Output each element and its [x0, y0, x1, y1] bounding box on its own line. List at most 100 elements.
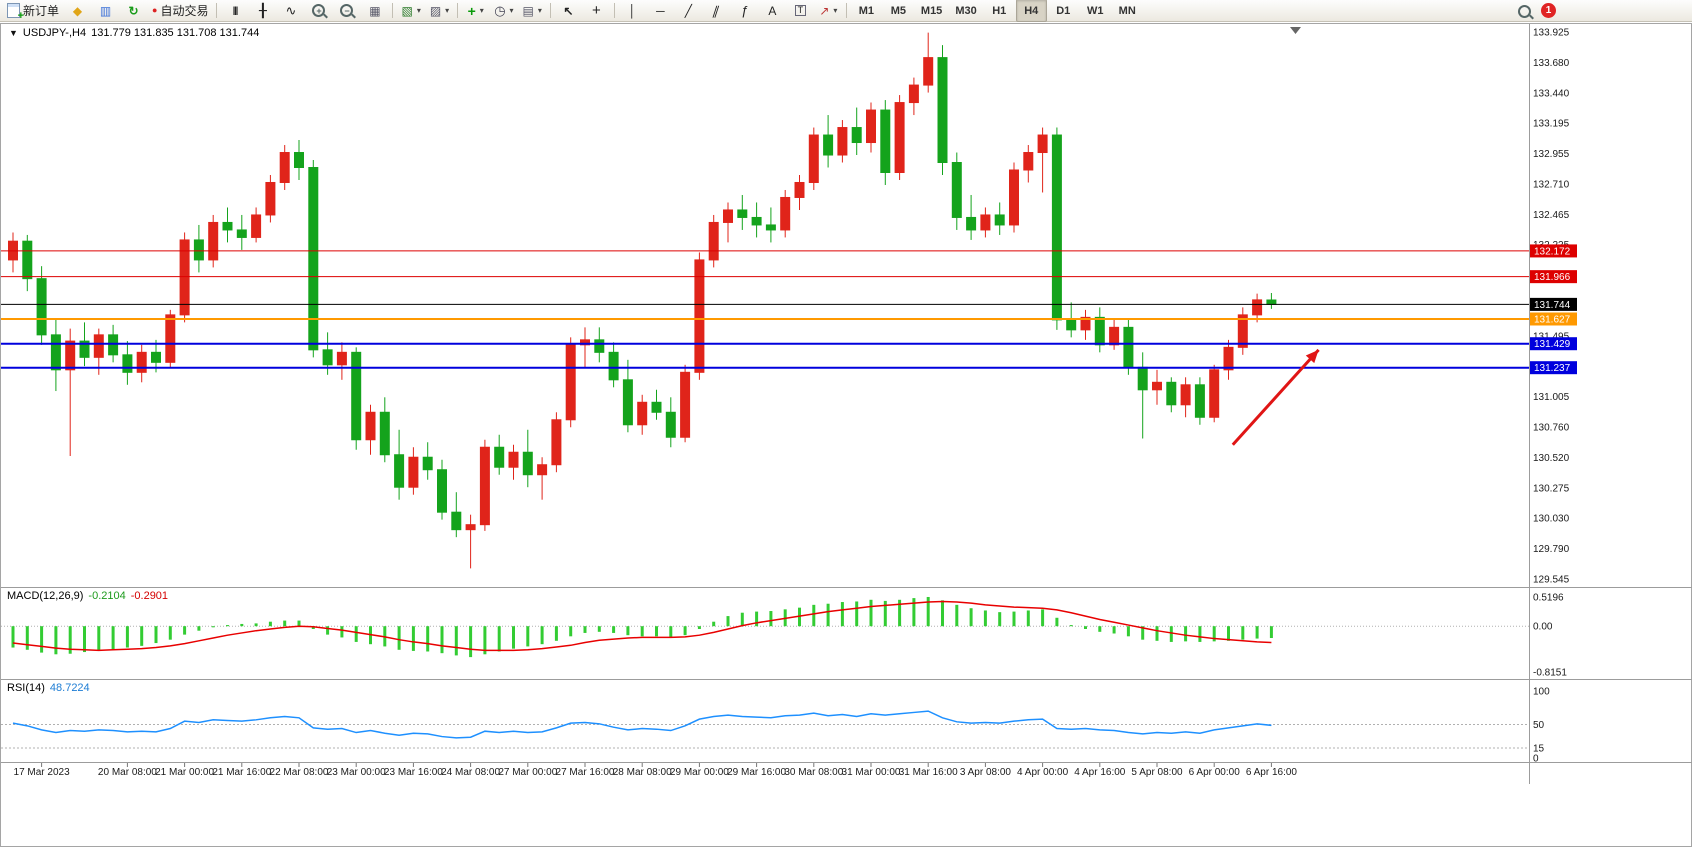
profiles-button[interactable]: ▨ ▾: [426, 0, 453, 21]
trendline-icon: ╱: [684, 3, 693, 18]
metaeditor-button[interactable]: ◆: [64, 0, 91, 21]
svg-text:131.429: 131.429: [1534, 339, 1571, 350]
svg-text:21 Mar 16:00: 21 Mar 16:00: [212, 767, 271, 778]
chart-canvas[interactable]: 133.925 133.680 133.440 133.195 132.955 132.7…: [1, 24, 1692, 848]
main-toolbar: 新订单 ◆ ▥ ↻ ● 自动交易 ||| ╂ ∿ + − ▦ ▧▾ ▨▾ +▾ …: [0, 0, 1692, 22]
fibonacci-icon: ƒ: [740, 3, 749, 18]
chevron-down-icon: ▾: [479, 6, 484, 15]
svg-text:15: 15: [1533, 743, 1545, 754]
svg-text:29 Mar 16:00: 29 Mar 16:00: [727, 767, 786, 778]
fibonacci-button[interactable]: ƒ: [731, 0, 758, 21]
chart-frame: [1, 24, 1692, 784]
horizontal-lines[interactable]: [1, 250, 1529, 369]
macd-main-value: -0.2104: [88, 590, 126, 602]
toolbar-separator: [392, 3, 394, 18]
new-order-icon: [7, 3, 24, 22]
toolbar-separator: [549, 3, 551, 18]
data-window-icon: ▥: [99, 3, 112, 18]
svg-text:129.545: 129.545: [1533, 575, 1570, 586]
autotrading-button[interactable]: ● 自动交易: [148, 0, 212, 21]
new-order-label: 新订单: [23, 4, 60, 18]
trend-arrow[interactable]: [1231, 348, 1320, 446]
timeframe-m30-button[interactable]: M30: [955, 4, 977, 17]
timeframe-mn-button[interactable]: MN: [1118, 4, 1136, 17]
candlestick-icon: ╂: [259, 3, 267, 18]
text-button[interactable]: A: [759, 0, 786, 21]
svg-text:3 Apr 08:00: 3 Apr 08:00: [960, 767, 1012, 778]
svg-text:130.275: 130.275: [1533, 483, 1570, 494]
timeframe-m15-button[interactable]: M15: [920, 4, 943, 17]
bar-chart-button[interactable]: |||: [221, 0, 248, 21]
svg-text:-0.8151: -0.8151: [1533, 668, 1567, 679]
svg-text:31 Mar 00:00: 31 Mar 00:00: [842, 767, 901, 778]
svg-text:30 Mar 08:00: 30 Mar 08:00: [784, 767, 843, 778]
new-order-button[interactable]: 新订单: [3, 0, 63, 22]
templates-button[interactable]: ▤ ▾: [519, 0, 546, 21]
timeframe-d1-button[interactable]: D1: [1056, 4, 1071, 17]
svg-text:131.237: 131.237: [1534, 363, 1571, 374]
timeframe-m1-button[interactable]: M1: [858, 4, 875, 17]
svg-text:29 Mar 00:00: 29 Mar 00:00: [670, 767, 729, 778]
line-chart-button[interactable]: ∿: [277, 0, 304, 21]
timeframe-m5-button[interactable]: M5: [890, 4, 907, 17]
profiles-icon: ▨: [429, 3, 442, 18]
notification-badge[interactable]: 1: [1541, 3, 1556, 18]
horizontal-line-icon: ─: [656, 3, 665, 18]
macd-name: MACD(12,26,9): [7, 590, 84, 602]
toolbar-separator: [845, 3, 847, 18]
chevron-down-icon: ▾: [509, 6, 514, 15]
svg-text:130.030: 130.030: [1533, 514, 1570, 525]
timeframe-h4-button[interactable]: H4: [1015, 0, 1047, 22]
svg-text:20 Mar 08:00: 20 Mar 08:00: [98, 767, 157, 778]
candlestick-chart-button[interactable]: ╂: [249, 0, 276, 21]
metaeditor-icon: ◆: [72, 3, 83, 18]
periods-button[interactable]: ◷ ▾: [490, 0, 517, 21]
rsi-name: RSI(14): [7, 682, 45, 694]
chart-shift-marker: [1290, 27, 1301, 34]
chart-title: ▼ USDJPY-,H4 131.779 131.835 131.708 131…: [9, 27, 259, 39]
zoom-out-button[interactable]: −: [333, 0, 360, 21]
toolbar-separator: [457, 3, 459, 18]
svg-text:133.925: 133.925: [1533, 28, 1570, 39]
zoom-in-button[interactable]: +: [305, 0, 332, 21]
svg-text:27 Mar 00:00: 27 Mar 00:00: [498, 767, 557, 778]
horizontal-line-button[interactable]: ─: [647, 0, 674, 21]
svg-text:131.627: 131.627: [1534, 314, 1571, 325]
vertical-line-icon: │: [628, 3, 637, 18]
price-axis: 133.925 133.680 133.440 133.195 132.955 132.7…: [1533, 28, 1570, 586]
timeframe-h1-button[interactable]: H1: [992, 4, 1007, 17]
macd-signal-value: -0.2901: [130, 590, 169, 602]
new-chart-button[interactable]: ▧ ▾: [397, 0, 424, 21]
crosshair-icon: +: [592, 2, 601, 19]
tile-windows-button[interactable]: ▦: [361, 0, 388, 21]
data-window-button[interactable]: ▥: [92, 0, 119, 21]
cursor-button[interactable]: ↖: [555, 0, 582, 21]
arrows-button[interactable]: ↗ ▾: [815, 0, 842, 21]
refresh-button[interactable]: ↻: [120, 0, 147, 21]
price-tags: 132.172 131.966 131.627 131.429 131.237 131.7…: [1530, 244, 1577, 375]
svg-text:0.00: 0.00: [1533, 622, 1553, 633]
chart-menu-icon[interactable]: ▼: [9, 28, 18, 38]
chevron-down-icon: ▾: [445, 6, 450, 15]
svg-text:131.966: 131.966: [1534, 272, 1571, 283]
rsi-value: 48.7224: [49, 682, 90, 694]
text-label-button[interactable]: T: [787, 0, 814, 21]
svg-text:133.440: 133.440: [1533, 88, 1570, 99]
bar-chart-icon: |||: [232, 5, 238, 15]
chevron-down-icon: ▾: [833, 6, 838, 15]
trendline-button[interactable]: ╱: [675, 0, 702, 21]
macd-indicator-label: MACD(12,26,9) -0.2104 -0.2901: [7, 590, 168, 602]
chevron-down-icon: ▾: [416, 6, 421, 15]
channel-button[interactable]: ∥: [703, 0, 730, 21]
svg-text:23 Mar 16:00: 23 Mar 16:00: [384, 767, 443, 778]
search-icon[interactable]: [1518, 5, 1531, 18]
crosshair-button[interactable]: +: [583, 0, 610, 21]
vertical-line-button[interactable]: │: [619, 0, 646, 21]
indicators-button[interactable]: + ▾: [462, 0, 489, 21]
chevron-down-icon: ▾: [537, 6, 542, 15]
timeframe-w1-button[interactable]: W1: [1086, 4, 1104, 17]
svg-text:131.744: 131.744: [1534, 300, 1571, 311]
arrows-icon: ↗: [819, 3, 830, 18]
chart-symbol-label: USDJPY-,H4: [22, 27, 87, 39]
